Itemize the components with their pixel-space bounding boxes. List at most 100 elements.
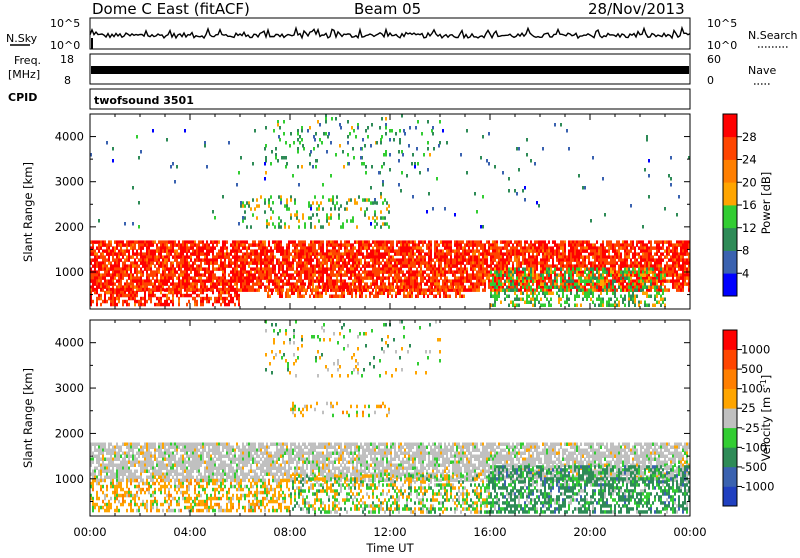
range-cell	[226, 282, 228, 286]
range-cell	[285, 295, 287, 299]
range-cell	[576, 292, 578, 296]
range-cell	[292, 240, 294, 244]
range-cell	[638, 246, 640, 250]
range-cell	[423, 292, 425, 296]
range-cell	[366, 270, 368, 274]
range-cell	[174, 291, 176, 295]
range-cell	[422, 249, 424, 253]
range-cell	[457, 286, 459, 290]
range-cell	[622, 246, 624, 250]
range-cell	[206, 297, 208, 301]
range-cell	[570, 258, 572, 262]
range-cell	[400, 276, 402, 280]
range-cell	[242, 267, 244, 271]
range-cell	[116, 261, 118, 265]
range-cell	[344, 279, 346, 283]
range-cell	[240, 285, 242, 289]
range-cell	[534, 267, 536, 271]
range-cell	[674, 279, 676, 283]
range-cell	[334, 240, 336, 244]
range-cell	[224, 246, 226, 250]
range-cell	[484, 279, 486, 283]
range-cell	[494, 268, 496, 272]
range-cell	[496, 286, 498, 290]
range-cell	[494, 246, 496, 250]
range-cell	[440, 273, 442, 277]
range-cell	[456, 249, 458, 253]
range-cell	[214, 255, 216, 259]
range-cell	[354, 273, 356, 277]
range-cell	[580, 268, 582, 272]
range-cell	[416, 261, 418, 265]
range-cell	[672, 273, 674, 277]
range-cell	[172, 240, 174, 244]
range-cell	[324, 252, 326, 256]
range-cell	[640, 243, 642, 247]
range-cell	[461, 289, 463, 293]
range-cell	[556, 292, 558, 296]
range-cell	[456, 267, 458, 271]
range-cell	[196, 270, 198, 274]
range-cell	[444, 267, 446, 271]
range-cell	[542, 258, 544, 262]
range-cell	[498, 249, 500, 253]
range-cell	[172, 243, 174, 247]
range-cell	[168, 252, 170, 256]
range-cell	[346, 270, 348, 274]
range-cell	[164, 282, 166, 286]
range-cell	[456, 246, 458, 250]
range-cell	[154, 252, 156, 256]
range-cell	[556, 258, 558, 262]
range-cell	[104, 261, 106, 265]
range-cell	[370, 273, 372, 277]
range-cell	[228, 288, 230, 292]
range-cell	[614, 273, 616, 277]
range-cell	[528, 273, 530, 277]
range-cell	[154, 270, 156, 274]
range-cell	[498, 270, 500, 274]
range-cell	[106, 279, 108, 283]
range-cell	[452, 273, 454, 277]
range-cell	[128, 243, 130, 247]
range-cell	[414, 243, 416, 247]
range-cell	[278, 249, 280, 253]
range-cell	[186, 252, 188, 256]
range-cell	[136, 252, 138, 256]
range-cell	[512, 252, 514, 256]
range-cell	[188, 267, 190, 271]
range-cell	[299, 292, 301, 296]
range-cell	[210, 285, 212, 289]
range-cell	[462, 267, 464, 271]
range-cell	[286, 249, 288, 253]
range-cell	[574, 243, 576, 247]
range-cell	[386, 249, 388, 253]
range-cell	[478, 270, 480, 274]
range-cell	[320, 264, 322, 268]
range-cell	[584, 240, 586, 244]
range-cell	[576, 295, 578, 299]
range-cell	[194, 297, 196, 301]
range-cell	[234, 243, 236, 247]
range-cell	[132, 282, 134, 286]
range-cell	[610, 285, 612, 289]
range-cell	[440, 258, 442, 262]
range-cell	[506, 295, 508, 299]
range-cell	[208, 288, 210, 292]
range-cell	[148, 267, 150, 271]
range-cell	[518, 298, 520, 302]
range-cell	[684, 273, 686, 277]
range-cell	[278, 246, 280, 250]
range-cell	[420, 273, 422, 277]
range-cell	[596, 252, 598, 256]
range-cell	[210, 240, 212, 244]
range-cell	[298, 258, 300, 262]
range-cell	[206, 285, 208, 289]
range-cell	[542, 264, 544, 268]
range-cell	[556, 246, 558, 250]
range-cell	[378, 246, 380, 250]
range-cell	[182, 264, 184, 268]
range-cell	[252, 240, 254, 244]
range-cell	[582, 258, 584, 262]
range-cell	[404, 258, 406, 262]
range-cell	[92, 258, 94, 262]
